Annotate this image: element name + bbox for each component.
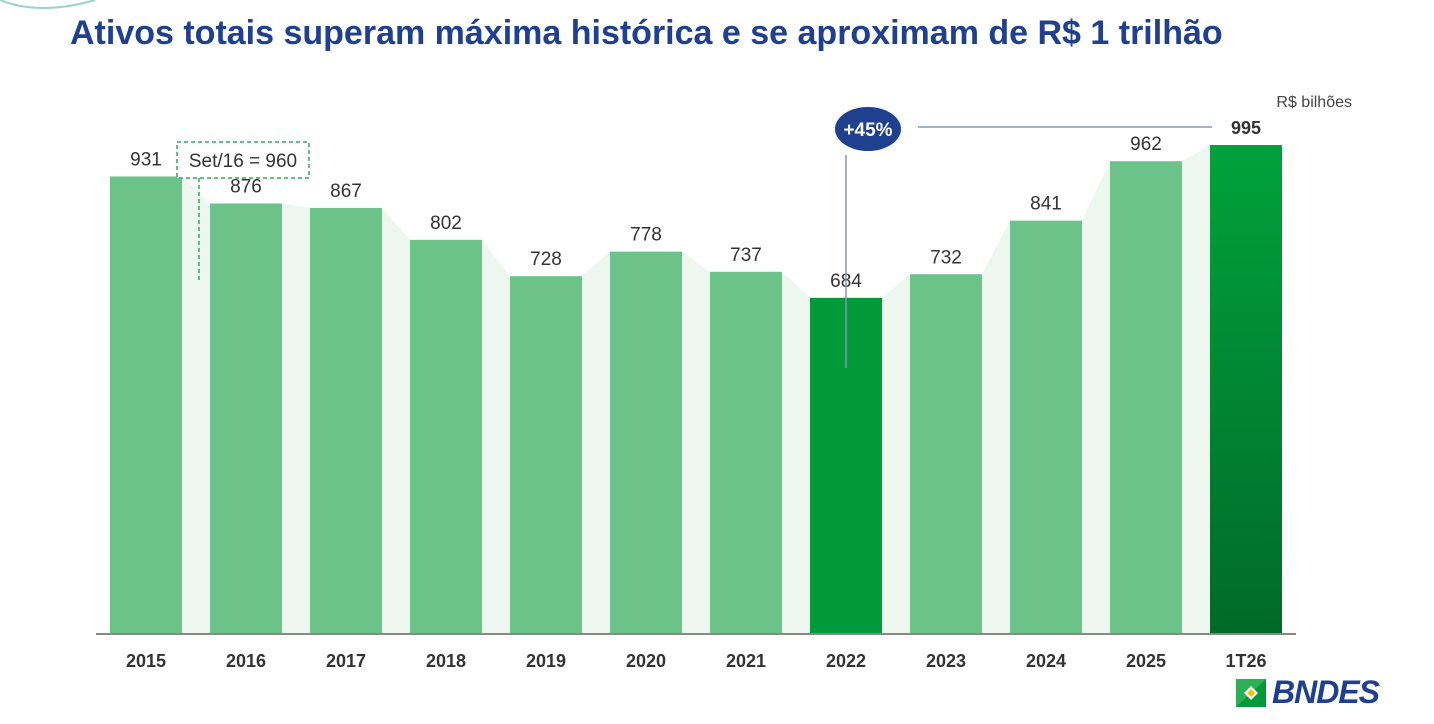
category-label-2017: 2017	[326, 651, 366, 671]
category-label-2022: 2022	[826, 651, 866, 671]
category-label-2018: 2018	[426, 651, 466, 671]
bndes-logo-text: BNDES	[1272, 674, 1380, 710]
value-label-2015: 931	[130, 149, 162, 170]
unit-label: R$ bilhões	[1276, 94, 1352, 111]
bndes-logo: BNDES	[1234, 674, 1380, 711]
category-label-2020: 2020	[626, 651, 666, 671]
value-label-2020: 778	[630, 225, 662, 246]
category-label-2015: 2015	[126, 651, 166, 671]
value-label-2024: 841	[1030, 194, 1062, 215]
value-label-2019: 728	[530, 249, 562, 270]
bar-2020	[610, 251, 682, 634]
value-label-2025: 962	[1130, 134, 1162, 155]
bar-2021	[710, 271, 782, 634]
set16-callout-text: Set/16 = 960	[189, 151, 297, 172]
category-label-2023: 2023	[926, 651, 966, 671]
category-label-2024: 2024	[1026, 651, 1066, 671]
value-label-2018: 802	[430, 213, 462, 234]
bndes-logo-icon	[1236, 678, 1266, 707]
category-label-2016: 2016	[226, 651, 266, 671]
category-label-2021: 2021	[726, 651, 766, 671]
bar-2016	[210, 203, 282, 635]
bar-1T26	[1210, 145, 1282, 634]
value-label-2017: 867	[330, 181, 362, 202]
bar-2024	[1010, 220, 1082, 634]
bar-2017	[310, 207, 382, 634]
slide-title: Ativos totais superam máxima histórica e…	[70, 14, 1223, 52]
category-label-2025: 2025	[1126, 651, 1166, 671]
value-label-2016: 876	[230, 176, 262, 197]
trend-area	[110, 145, 1282, 634]
bar-2019	[510, 276, 582, 634]
bar-2023	[910, 274, 982, 634]
value-label-2021: 737	[730, 245, 762, 266]
bar-2015	[110, 176, 182, 635]
value-label-2023: 732	[930, 247, 962, 268]
bar-2018	[410, 239, 482, 634]
growth-bubble	[835, 107, 901, 151]
category-label-2019: 2019	[526, 651, 566, 671]
value-label-1T26: 995	[1231, 118, 1261, 138]
set16-callout-box	[176, 141, 310, 179]
category-label-1T26: 1T26	[1225, 651, 1266, 671]
bar-2025	[1110, 161, 1182, 635]
growth-bubble-text: +45%	[843, 120, 892, 141]
decorative-corner-arc	[0, 0, 96, 9]
